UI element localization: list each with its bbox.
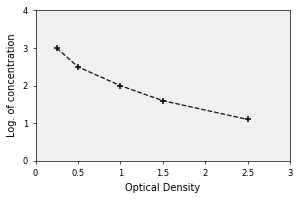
X-axis label: Optical Density: Optical Density	[125, 183, 200, 193]
Y-axis label: Log. of concentration: Log. of concentration	[7, 34, 17, 137]
